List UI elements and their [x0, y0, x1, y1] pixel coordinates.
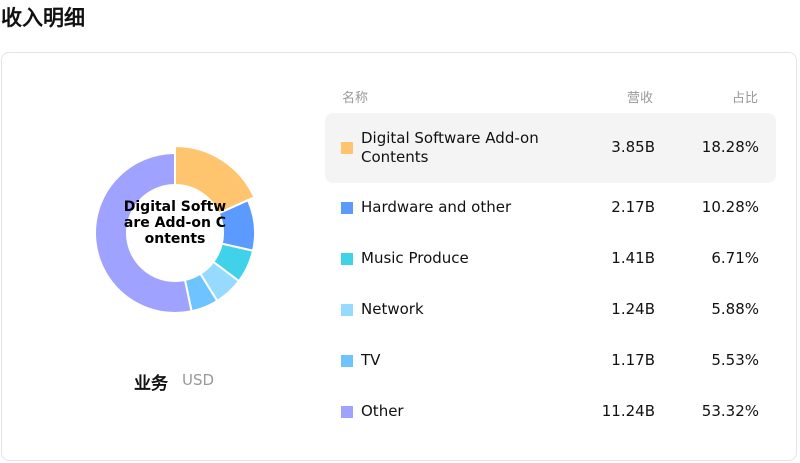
legend-swatch	[341, 202, 353, 214]
currency-label: USD	[182, 371, 215, 389]
donut-center-label: Digital Software Add-on Contents	[123, 199, 227, 247]
segment-label: 业务	[134, 374, 168, 394]
row-revenue: 11.24B	[601, 402, 655, 420]
header-share: 占比	[732, 91, 759, 106]
table-row[interactable]: Music Produce 1.41B 6.71%	[325, 234, 776, 285]
header-revenue: 营收	[627, 91, 654, 106]
legend-swatch	[341, 253, 353, 265]
table-row[interactable]: Other 11.24B 53.32%	[325, 387, 776, 438]
table-row[interactable]: Digital Software Add-on Contents 3.85B 1…	[325, 113, 776, 183]
row-revenue: 1.24B	[611, 300, 655, 318]
table-row[interactable]: TV 1.17B 5.53%	[325, 336, 776, 387]
legend-swatch	[341, 304, 353, 316]
row-revenue: 2.17B	[611, 198, 655, 216]
row-share: 5.88%	[711, 300, 759, 318]
row-share: 5.53%	[711, 351, 759, 369]
table-row[interactable]: Hardware and other 2.17B 10.28%	[325, 183, 776, 234]
donut-slice[interactable]	[94, 151, 193, 314]
row-revenue: 1.41B	[611, 249, 655, 267]
row-name: Hardware and other	[361, 198, 512, 216]
donut-slice[interactable]	[174, 144, 256, 215]
legend-swatch	[341, 406, 353, 418]
row-name: Digital Software Add-on Contents	[361, 129, 539, 166]
row-name: Music Produce	[361, 249, 469, 267]
revenue-card	[1, 52, 797, 461]
row-share: 53.32%	[701, 402, 759, 420]
legend-swatch	[341, 142, 353, 154]
page-title: 收入明细	[1, 6, 85, 30]
row-revenue: 3.85B	[611, 138, 655, 156]
row-name: Other	[361, 402, 404, 420]
row-share: 18.28%	[701, 138, 759, 156]
row-revenue: 1.17B	[611, 351, 655, 369]
row-name: Network	[361, 300, 424, 318]
legend-swatch	[341, 355, 353, 367]
donut-chart	[94, 144, 256, 314]
table-row[interactable]: Network 1.24B 5.88%	[325, 285, 776, 336]
header-name: 名称	[342, 91, 369, 106]
row-share: 10.28%	[701, 198, 759, 216]
row-name: TV	[361, 351, 381, 369]
row-share: 6.71%	[711, 249, 759, 267]
